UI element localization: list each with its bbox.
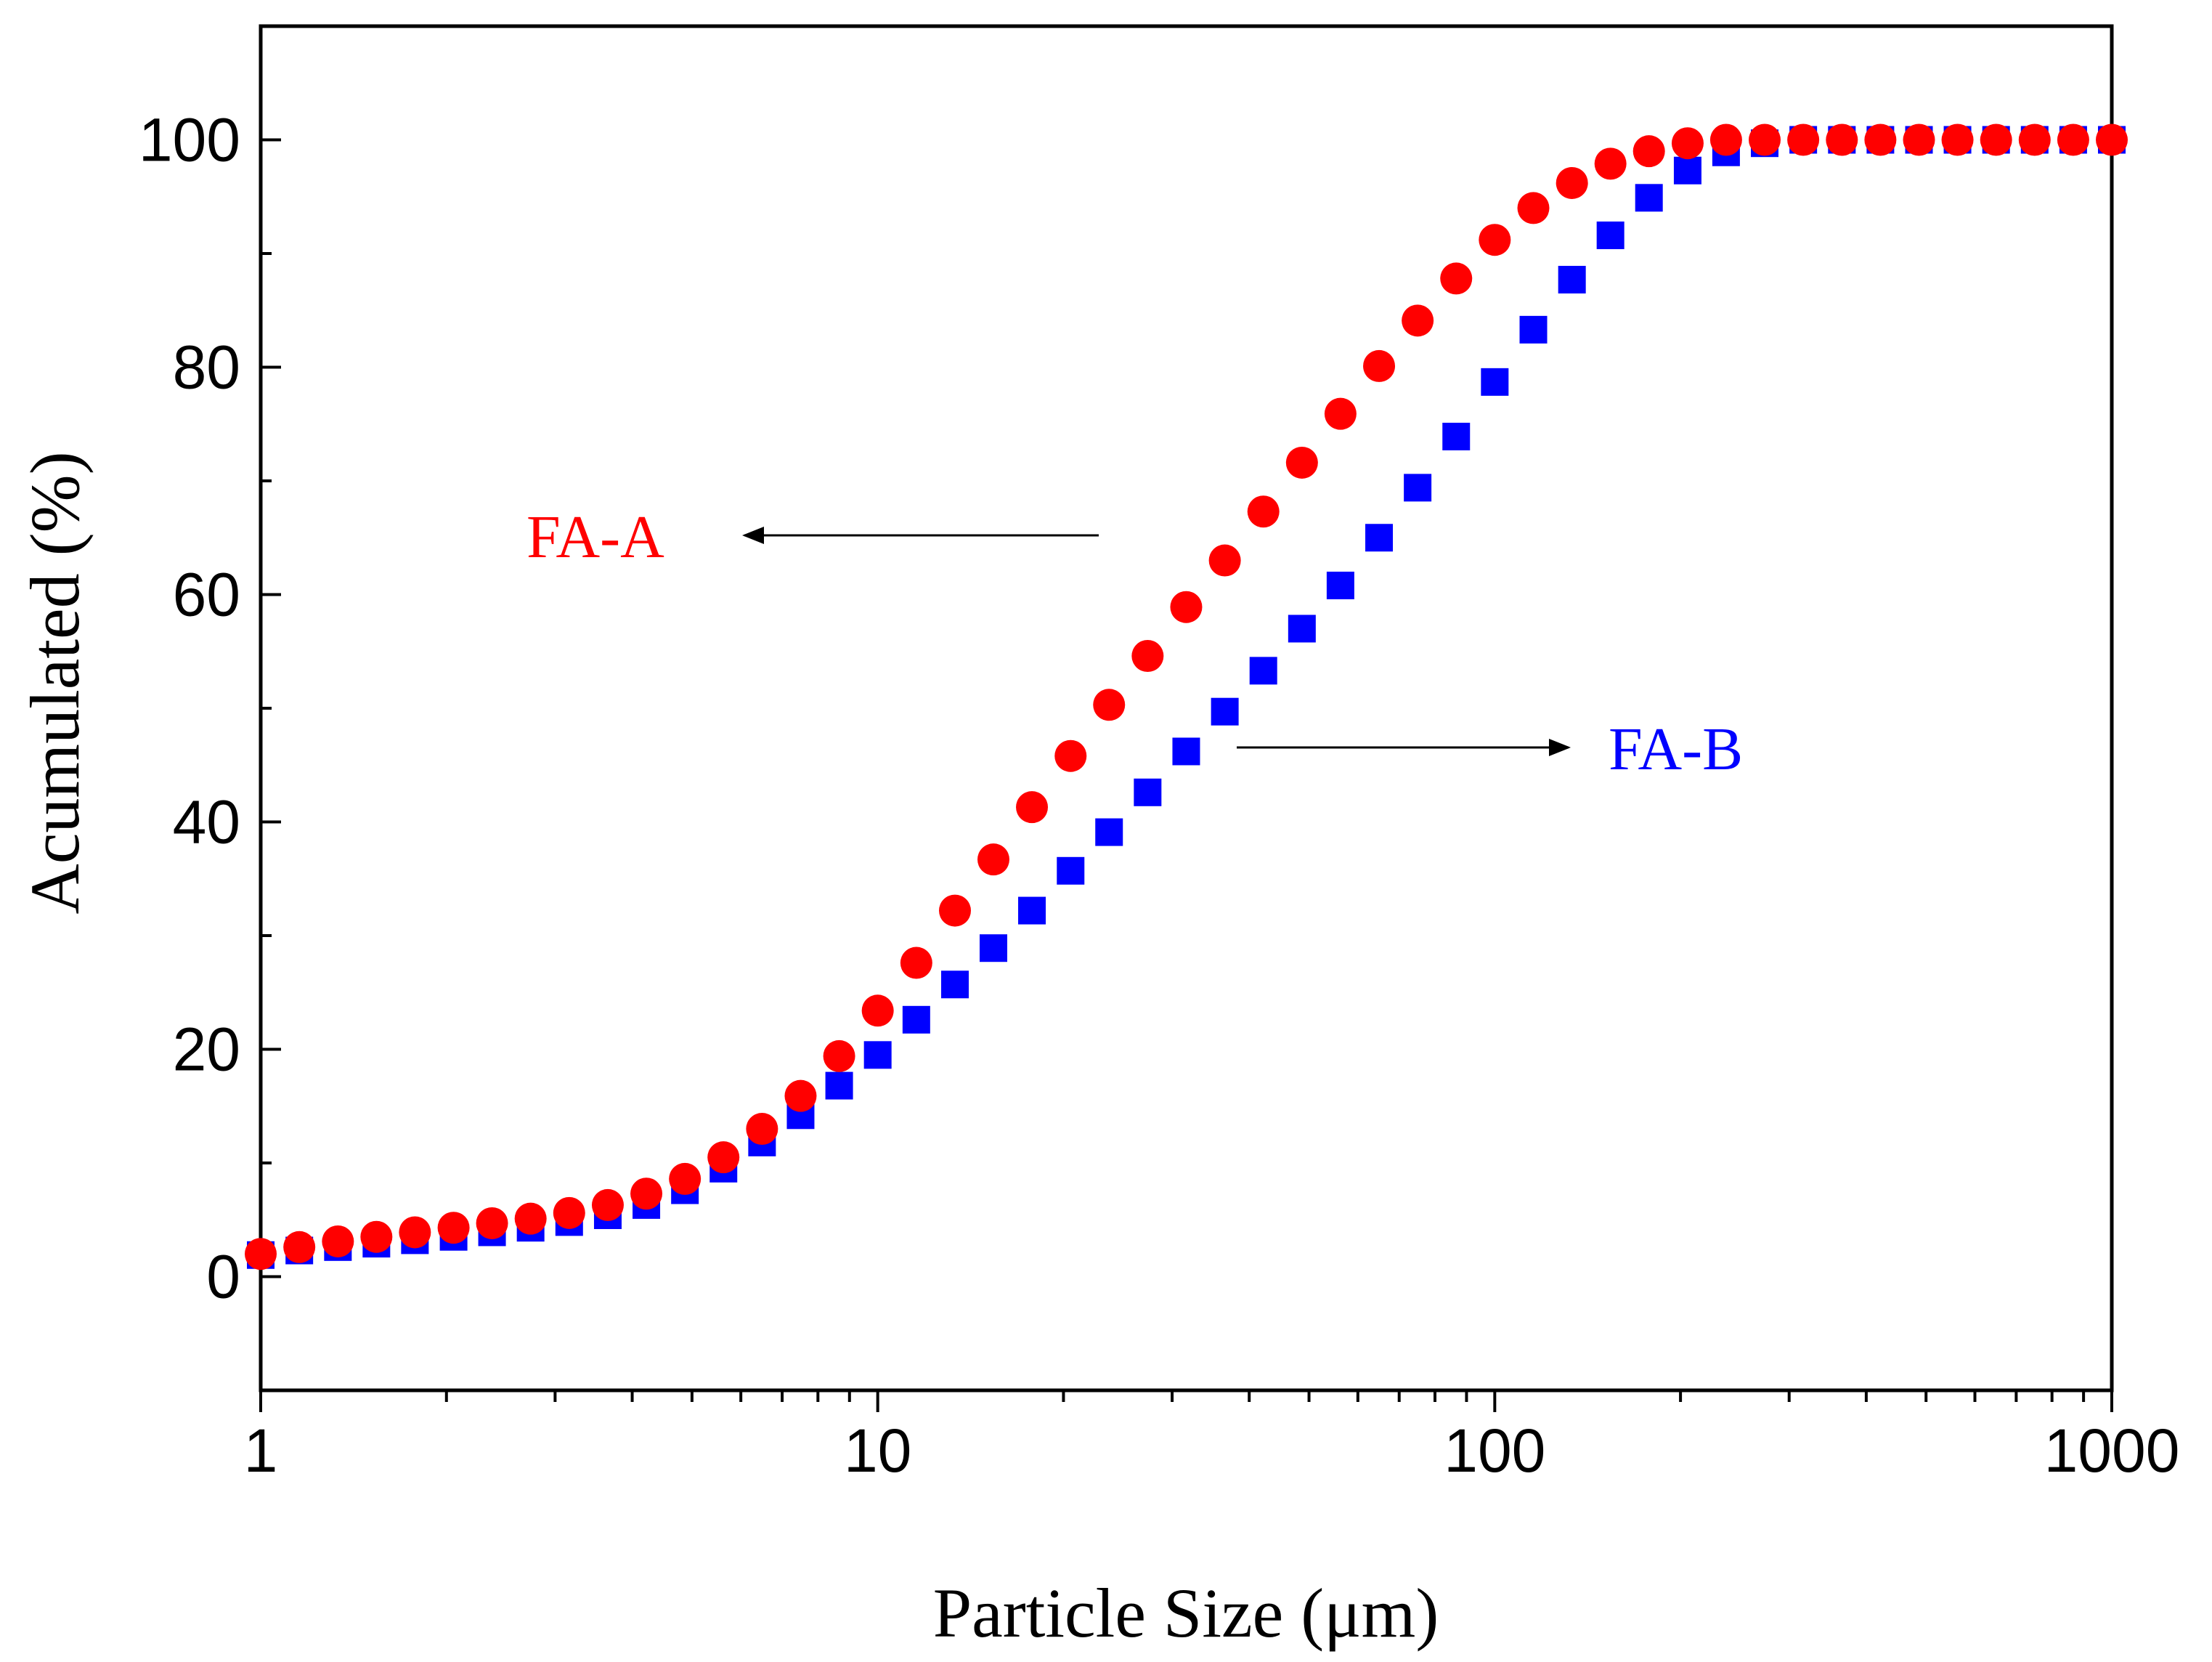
x-tick-label: 100 bbox=[1444, 1416, 1545, 1485]
data-point-fa-a bbox=[1016, 791, 1049, 824]
data-point-fa-a bbox=[1787, 123, 1820, 156]
data-point-fa-a bbox=[245, 1238, 277, 1270]
data-point-fa-a bbox=[669, 1162, 702, 1195]
y-tick-label: 80 bbox=[173, 333, 240, 402]
data-point-fa-b bbox=[1365, 524, 1394, 552]
data-point-fa-a bbox=[476, 1207, 508, 1239]
x-tick-label: 1000 bbox=[2044, 1416, 2180, 1485]
data-point-fa-a bbox=[1479, 224, 1511, 256]
data-point-fa-a bbox=[1826, 123, 1858, 156]
x-axis-title: Particle Size (μm) bbox=[933, 1574, 1439, 1652]
plot-frame bbox=[259, 24, 2114, 1393]
data-point-fa-a bbox=[1170, 591, 1203, 623]
axes: 0 20 40 60 80 100 1 10 100 1000 bbox=[139, 24, 2180, 1485]
data-point-fa-b bbox=[1481, 368, 1509, 396]
data-point-fa-a bbox=[1941, 123, 1974, 156]
data-point-fa-b bbox=[1558, 265, 1586, 293]
data-point-fa-a bbox=[1632, 135, 1665, 168]
data-point-fa-a bbox=[1363, 349, 1396, 382]
data-point-fa-b bbox=[1134, 778, 1162, 806]
data-point-fa-b bbox=[1057, 856, 1085, 885]
data-point-fa-a bbox=[1247, 495, 1280, 528]
data-point-fa-b bbox=[1288, 615, 1316, 643]
data-point-fa-a bbox=[1131, 640, 1164, 673]
data-point-fa-b bbox=[1172, 737, 1200, 766]
data-point-fa-a bbox=[1980, 123, 2012, 156]
data-point-fa-a bbox=[2096, 123, 2128, 156]
data-point-fa-a bbox=[2057, 123, 2089, 156]
fa-a-annotation: FA-A bbox=[526, 503, 664, 571]
x-tick-label: 1 bbox=[244, 1416, 278, 1485]
data-point-fa-a bbox=[2018, 123, 2051, 156]
data-point-fa-a bbox=[322, 1225, 354, 1257]
data-point-fa-b bbox=[1211, 697, 1239, 726]
data-point-fa-a bbox=[1749, 123, 1781, 156]
data-point-fa-a bbox=[1208, 544, 1241, 577]
data-point-fa-b bbox=[1442, 422, 1471, 450]
data-point-fa-b bbox=[1635, 184, 1663, 212]
data-point-fa-a bbox=[900, 946, 932, 979]
data-point-fa-b bbox=[1673, 156, 1701, 185]
data-point-fa-b bbox=[979, 934, 1007, 962]
data-point-fa-a bbox=[514, 1202, 547, 1235]
data-point-fa-a bbox=[1517, 192, 1550, 224]
series-fa-a bbox=[245, 123, 2128, 1270]
data-point-fa-b bbox=[1519, 315, 1548, 344]
data-point-fa-a bbox=[1709, 123, 1742, 156]
data-point-fa-a bbox=[630, 1177, 663, 1210]
data-point-fa-a bbox=[939, 894, 972, 927]
y-tick-label: 0 bbox=[206, 1243, 240, 1311]
data-point-fa-b bbox=[1596, 221, 1625, 249]
y-tick-label: 40 bbox=[173, 788, 240, 856]
data-point-fa-a bbox=[1054, 739, 1087, 772]
data-point-fa-a bbox=[1440, 262, 1473, 295]
data-point-fa-a bbox=[784, 1079, 817, 1112]
data-point-fa-a bbox=[823, 1039, 855, 1072]
data-point-fa-b bbox=[941, 970, 969, 999]
y-axis-title: Acumulated (%) bbox=[16, 451, 94, 914]
data-point-fa-a bbox=[1556, 166, 1588, 199]
data-point-fa-b bbox=[1095, 818, 1123, 846]
data-point-fa-a bbox=[1324, 397, 1357, 430]
data-point-fa-a bbox=[861, 994, 894, 1027]
data-point-fa-b bbox=[825, 1071, 853, 1100]
data-point-fa-a bbox=[1402, 304, 1434, 337]
data-point-fa-b bbox=[863, 1041, 892, 1069]
data-point-fa-a bbox=[746, 1113, 778, 1146]
data-point-fa-a bbox=[399, 1216, 431, 1249]
data-point-fa-a bbox=[1285, 446, 1318, 479]
data-point-fa-a bbox=[591, 1188, 624, 1221]
x-tick-label: 10 bbox=[844, 1416, 911, 1485]
data-point-fa-a bbox=[1093, 689, 1126, 721]
data-point-fa-b bbox=[1404, 474, 1432, 502]
data-point-fa-a bbox=[1594, 147, 1627, 180]
data-point-fa-b bbox=[1018, 896, 1046, 925]
data-point-fa-b bbox=[902, 1005, 930, 1034]
data-point-fa-a bbox=[437, 1212, 470, 1244]
data-point-fa-a bbox=[360, 1220, 393, 1253]
data-point-fa-a bbox=[1864, 123, 1897, 156]
data-point-fa-a bbox=[553, 1196, 585, 1229]
data-point-fa-b bbox=[1249, 657, 1277, 685]
y-tick-label: 100 bbox=[139, 106, 240, 174]
fa-b-annotation: FA-B bbox=[1609, 716, 1743, 783]
data-point-fa-b bbox=[1326, 571, 1354, 599]
data-point-fa-a bbox=[1903, 123, 1935, 156]
data-point-fa-a bbox=[977, 843, 1009, 876]
data-point-fa-a bbox=[283, 1231, 316, 1263]
y-tick-label: 20 bbox=[173, 1016, 240, 1084]
data-point-fa-a bbox=[1671, 127, 1704, 160]
y-tick-label: 60 bbox=[173, 561, 240, 629]
series-layer bbox=[245, 123, 2128, 1270]
data-point-fa-a bbox=[707, 1141, 740, 1174]
series-fa-b bbox=[247, 126, 2126, 1269]
